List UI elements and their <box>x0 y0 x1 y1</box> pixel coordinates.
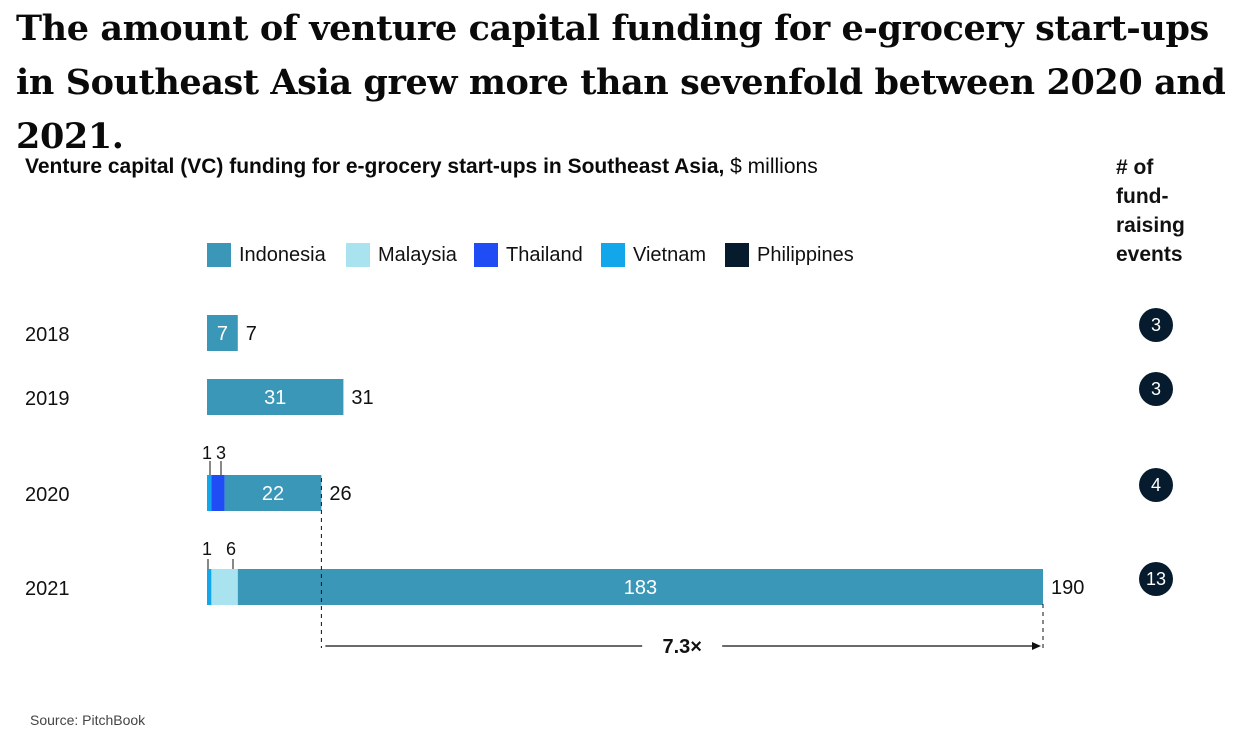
event-count-2018: 3 <box>1151 315 1161 335</box>
bar-thailand-2020 <box>211 475 225 511</box>
bar-vietnam-2021 <box>207 569 212 605</box>
bar-vietnam-2020 <box>207 475 212 511</box>
bar-indonesia-2020 <box>224 475 322 511</box>
subtitle-bold: Venture capital (VC) funding for e-groce… <box>25 155 725 178</box>
bar-indonesia-2018 <box>207 315 238 351</box>
year-label-2019: 2019 <box>25 388 70 410</box>
legend-label-philippines: Philippines <box>757 244 854 266</box>
inside-label-2019: 31 <box>264 387 286 409</box>
small-label-vietnam-2020: 1 <box>202 443 212 463</box>
bar-indonesia-2021 <box>237 569 1044 605</box>
bar-malaysia-2021 <box>211 569 238 605</box>
headline: The amount of venture capital funding fo… <box>16 8 1226 157</box>
total-label-2020: 26 <box>329 483 351 505</box>
growth-arrowhead <box>1032 642 1041 650</box>
small-label-vietnam-2021: 1 <box>202 539 212 559</box>
inside-label-2018: 7 <box>217 323 228 345</box>
event-circle-2021 <box>1139 562 1173 596</box>
growth-multiplier-label: 7.3× <box>662 636 701 658</box>
legend-swatch-malaysia <box>346 243 370 267</box>
subtitle-unit: $ millions <box>730 155 818 178</box>
legend-swatch-indonesia <box>207 243 231 267</box>
event-count-2021: 13 <box>1146 569 1166 589</box>
event-count-2019: 3 <box>1151 379 1161 399</box>
inside-label-2020: 22 <box>262 483 284 505</box>
bar-indonesia-2019 <box>207 379 344 415</box>
small-label-malaysia-2021: 6 <box>226 539 236 559</box>
total-label-2021: 190 <box>1051 577 1084 599</box>
event-circle-2019 <box>1139 372 1173 406</box>
legend-label-vietnam: Vietnam <box>633 244 706 266</box>
legend-swatch-vietnam <box>601 243 625 267</box>
event-count-2020: 4 <box>1151 475 1161 495</box>
fundraising-events-header: # of fund-raising events <box>1116 156 1185 266</box>
legend-label-thailand: Thailand <box>506 244 583 266</box>
chart-subtitle: Venture capital (VC) funding for e-groce… <box>25 153 818 181</box>
legend-swatch-philippines <box>725 243 749 267</box>
inside-label-2021: 183 <box>624 577 657 599</box>
event-circle-2020 <box>1139 468 1173 502</box>
year-label-2021: 2021 <box>25 578 70 600</box>
event-circle-2018 <box>1139 308 1173 342</box>
source-note: Source: PitchBook <box>30 712 146 728</box>
legend-swatch-thailand <box>474 243 498 267</box>
year-label-2018: 2018 <box>25 324 70 346</box>
total-label-2018: 7 <box>246 323 257 345</box>
year-label-2020: 2020 <box>25 484 70 506</box>
legend-label-malaysia: Malaysia <box>378 244 458 266</box>
small-label-thailand-2020: 3 <box>216 443 226 463</box>
legend-label-indonesia: Indonesia <box>239 244 327 266</box>
total-label-2019: 31 <box>351 387 373 409</box>
